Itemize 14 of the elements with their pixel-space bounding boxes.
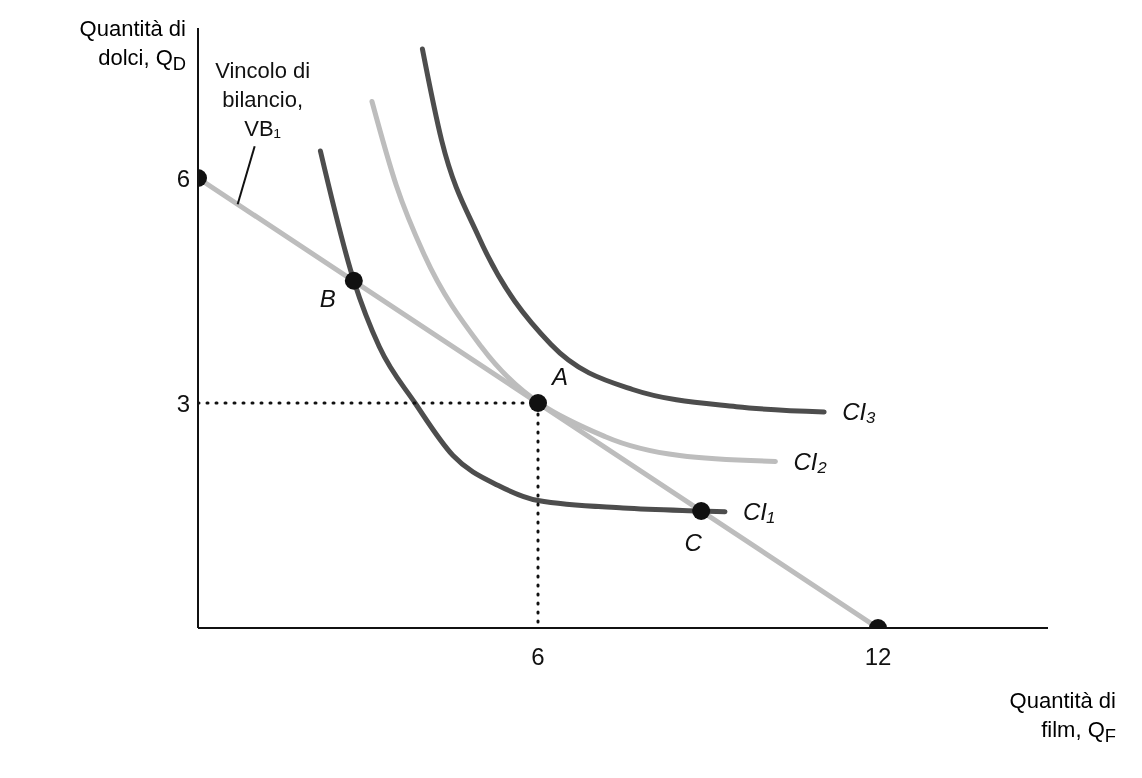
- point: [692, 502, 711, 520]
- y-tick-label: 3: [176, 389, 190, 417]
- x-tick-label: 12: [864, 643, 892, 671]
- series-label: CI₁: [743, 497, 775, 525]
- point: [344, 271, 363, 290]
- point: [529, 394, 547, 412]
- x-axis-title: Quantità di film, Q$_{F}$: [1008, 687, 1116, 749]
- y-axis-title: Quantità di dolci, Q$_{D}$: [78, 15, 186, 77]
- series-label: CI₂: [793, 447, 827, 475]
- annotation: B: [319, 284, 336, 312]
- annotation: Vincolo di bilancio, VB₁: [215, 58, 311, 142]
- annotation: A: [549, 363, 569, 390]
- series-label: CI₃: [842, 398, 876, 425]
- annotation: C: [684, 529, 703, 556]
